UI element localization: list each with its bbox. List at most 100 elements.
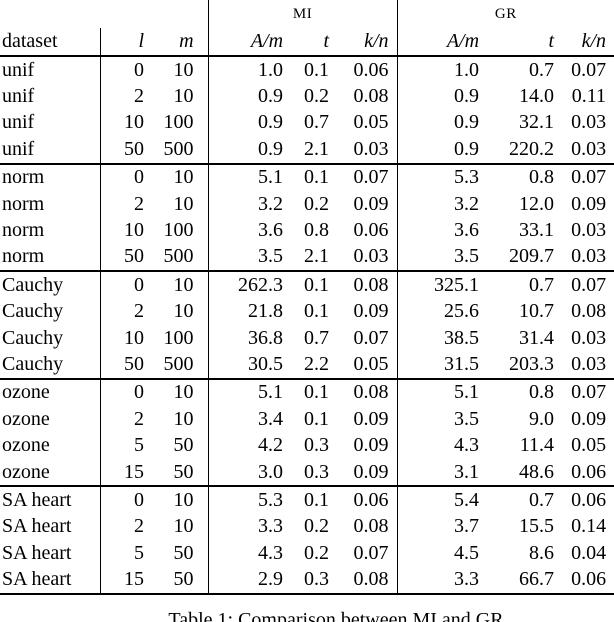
cell-gr-a-per-m: 325.1 <box>396 270 483 299</box>
cell-gr-k-per-n: 0.06 <box>557 566 614 595</box>
col-header-gr-a-per-m: A/m <box>396 28 483 57</box>
table-row: SA heart 2 10 3.3 0.2 0.08 3.7 15.5 0.14 <box>0 513 614 541</box>
cell-mi-t: 0.3 <box>304 460 330 483</box>
cell-gr-a-per-m: 3.5 <box>396 243 483 272</box>
cell-gr-t: 0.8 <box>482 377 558 407</box>
cell-mi-k-per-n: 0.03 <box>353 245 389 268</box>
cell-m: 50 <box>173 541 194 564</box>
cell-gr-a-per-m: 3.1 <box>396 458 483 487</box>
cell-mi-k-per-n: 0.06 <box>334 54 398 84</box>
cell-gr-k-per-n: 0.03 <box>571 352 607 375</box>
cell-gr-a-per-m: 3.5 <box>396 406 483 433</box>
cell-mi-t: 2.1 <box>304 137 330 160</box>
col-header-mi-t: t <box>288 28 335 57</box>
cell-mi-t: 0.1 <box>304 407 330 430</box>
cell-mi-t: 0.2 <box>304 192 330 215</box>
cell-mi-a-per-m: 3.6 <box>207 217 289 244</box>
cell-gr-a-per-m: 3.3 <box>396 566 483 595</box>
cell-mi-k-per-n: 0.08 <box>334 377 398 407</box>
cell-gr-a-per-m: 4.5 <box>396 540 483 567</box>
cell-l: 2 <box>99 406 152 433</box>
cell-m: 10 <box>173 85 194 108</box>
cell-m: 500 <box>163 352 194 375</box>
cell-gr-t: 31.4 <box>519 326 555 349</box>
cell-m: 10 <box>152 54 209 84</box>
cell-m: 10 <box>152 162 209 191</box>
cell-gr-t: 9.0 <box>529 407 555 430</box>
cell-gr-k-per-n: 0.07 <box>557 377 614 407</box>
cell-mi-k-per-n: 0.08 <box>353 515 389 538</box>
cell-gr-t: 203.3 <box>509 352 555 375</box>
table-row: Cauchy 0 10 262.3 0.1 0.08 325.1 0.7 0.07 <box>0 270 614 299</box>
cell-mi-t: 0.1 <box>288 485 335 514</box>
table-header: MI GR dataset l m A/m t k/n A/m t k/n <box>0 0 614 57</box>
table-row: norm 0 10 5.1 0.1 0.07 5.3 0.8 0.07 <box>0 162 614 191</box>
cell-mi-a-per-m: 3.2 <box>207 190 289 218</box>
cell-mi-t: 0.1 <box>288 377 335 407</box>
cell-gr-k-per-n: 0.06 <box>571 460 607 483</box>
cell-l: 10 <box>99 324 152 352</box>
cell-mi-t: 2.2 <box>304 352 330 375</box>
cell-dataset: ozone <box>2 460 50 483</box>
cell-l: 2 <box>99 83 152 110</box>
cell-gr-a-per-m: 3.6 <box>396 217 483 244</box>
cell-gr-t: 8.6 <box>529 541 555 564</box>
cell-gr-t: 0.7 <box>482 270 558 299</box>
table-row: Cauchy 2 10 21.8 0.1 0.09 25.6 10.7 0.08 <box>0 298 614 325</box>
cell-dataset: norm <box>2 192 45 215</box>
table-row: norm 50 500 3.5 2.1 0.03 3.5 209.7 0.03 <box>0 243 614 272</box>
col-header-gr-t: t <box>482 28 558 57</box>
cell-mi-a-per-m: 0.9 <box>207 136 289 164</box>
cell-gr-k-per-n: 0.07 <box>557 270 614 299</box>
cell-l: 0 <box>99 270 152 299</box>
cell-gr-a-per-m: 4.3 <box>396 432 483 459</box>
cell-dataset: norm <box>0 162 100 191</box>
cell-gr-t: 0.8 <box>482 162 558 191</box>
cell-l: 50 <box>99 243 152 272</box>
cell-mi-k-per-n: 0.09 <box>353 407 389 430</box>
cell-gr-k-per-n: 0.11 <box>571 85 607 108</box>
cell-mi-a-per-m: 3.0 <box>207 458 289 487</box>
cell-mi-k-per-n: 0.07 <box>353 326 389 349</box>
table-row: unif 50 500 0.9 2.1 0.03 0.9 220.2 0.03 <box>0 136 614 164</box>
table-row: SA heart 5 50 4.3 0.2 0.07 4.5 8.6 0.04 <box>0 540 614 567</box>
cell-gr-k-per-n: 0.05 <box>571 434 607 457</box>
cell-mi-a-per-m: 1.0 <box>207 54 289 84</box>
cell-m: 50 <box>173 460 194 483</box>
cell-gr-t: 0.7 <box>482 54 558 84</box>
cell-gr-k-per-n: 0.07 <box>557 162 614 191</box>
cell-gr-k-per-n: 0.09 <box>571 192 607 215</box>
cell-dataset: unif <box>2 137 35 160</box>
cell-l: 10 <box>99 109 152 137</box>
cell-gr-a-per-m: 0.9 <box>396 109 483 137</box>
cell-gr-k-per-n: 0.06 <box>557 485 614 514</box>
cell-l: 0 <box>99 54 152 84</box>
cell-mi-k-per-n: 0.06 <box>334 485 398 514</box>
cell-dataset: ozone <box>2 407 50 430</box>
cell-l: 50 <box>99 136 152 164</box>
cell-gr-a-per-m: 0.9 <box>396 136 483 164</box>
cell-mi-t: 0.1 <box>288 54 335 84</box>
table-row: ozone 2 10 3.4 0.1 0.09 3.5 9.0 0.09 <box>0 406 614 433</box>
cell-mi-k-per-n: 0.09 <box>353 192 389 215</box>
cell-gr-t: 220.2 <box>509 137 555 160</box>
cell-dataset: unif <box>2 85 35 108</box>
table-row: Cauchy 10 100 36.8 0.7 0.07 38.5 31.4 0.03 <box>0 324 614 352</box>
cell-mi-k-per-n: 0.07 <box>334 162 398 191</box>
cell-gr-t: 66.7 <box>482 566 558 595</box>
cell-gr-k-per-n: 0.03 <box>571 111 607 134</box>
col-header-gr-k-per-n: k/n <box>557 28 614 57</box>
cell-l: 10 <box>99 217 152 244</box>
cell-l: 15 <box>99 458 152 487</box>
cell-gr-k-per-n: 0.14 <box>571 515 607 538</box>
cell-dataset: unif <box>0 54 100 84</box>
cell-gr-a-per-m: 3.2 <box>396 190 483 218</box>
cell-mi-t: 0.8 <box>304 219 330 242</box>
cell-mi-a-per-m: 3.5 <box>207 243 289 272</box>
table-row: ozone 5 50 4.2 0.3 0.09 4.3 11.4 0.05 <box>0 432 614 459</box>
col-header-mi-k-per-n: k/n <box>334 28 398 57</box>
cell-mi-a-per-m: 262.3 <box>207 270 289 299</box>
cell-gr-k-per-n: 0.03 <box>571 326 607 349</box>
cell-gr-k-per-n: 0.03 <box>571 219 607 242</box>
